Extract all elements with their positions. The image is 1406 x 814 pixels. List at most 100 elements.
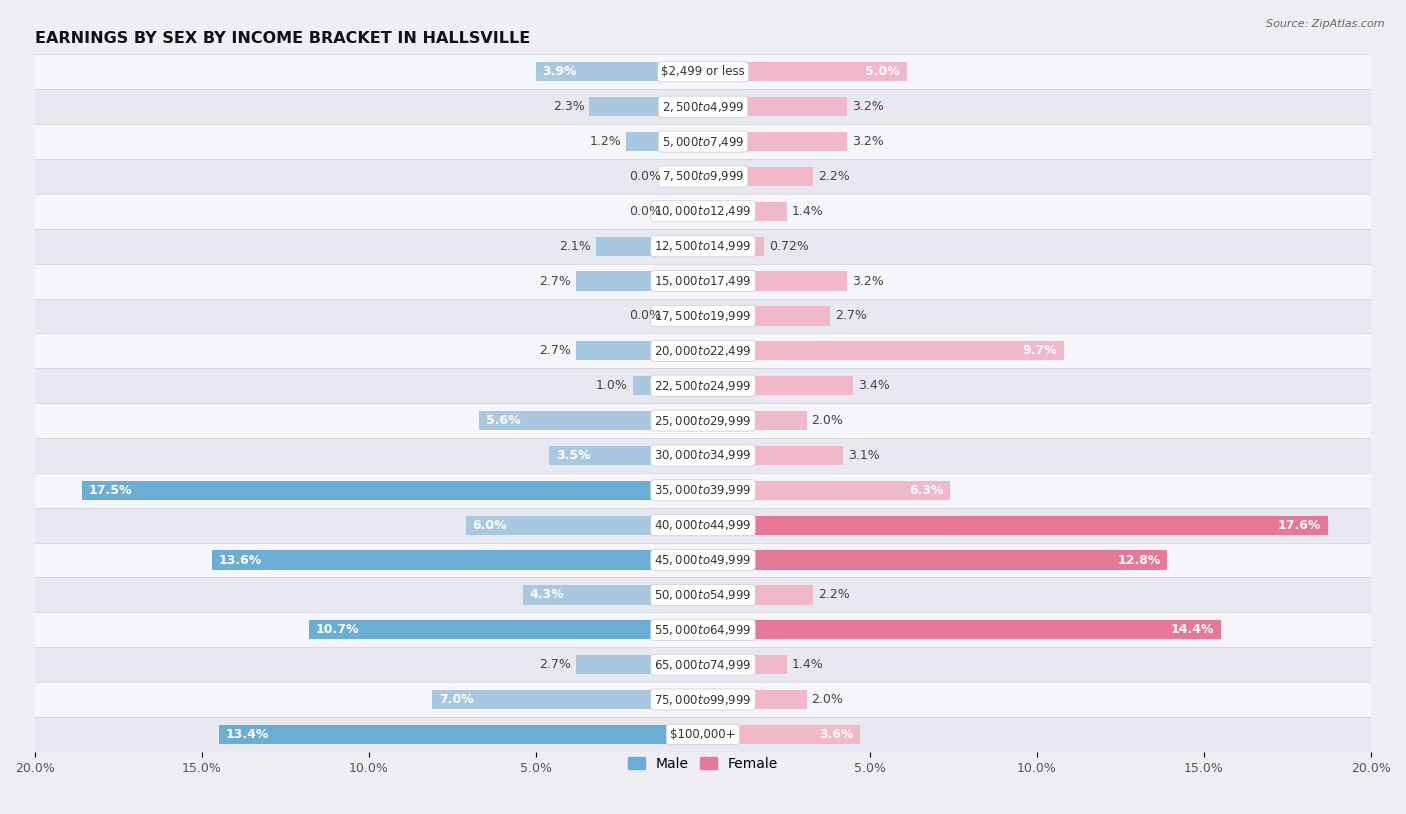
- Text: 0.0%: 0.0%: [630, 309, 661, 322]
- Bar: [479, 411, 666, 430]
- Text: $50,000 to $54,999: $50,000 to $54,999: [654, 588, 752, 602]
- Text: 2.1%: 2.1%: [560, 239, 591, 252]
- Text: $40,000 to $44,999: $40,000 to $44,999: [654, 519, 752, 532]
- Text: 1.0%: 1.0%: [596, 379, 628, 392]
- Bar: [589, 97, 666, 116]
- Bar: [740, 272, 846, 291]
- Bar: [576, 655, 666, 674]
- Text: $5,000 to $7,499: $5,000 to $7,499: [662, 134, 744, 149]
- Bar: [35, 647, 1371, 682]
- Bar: [576, 341, 666, 361]
- Bar: [740, 655, 786, 674]
- Bar: [596, 237, 666, 256]
- Bar: [740, 376, 853, 396]
- Text: $20,000 to $22,499: $20,000 to $22,499: [654, 344, 752, 358]
- Bar: [35, 543, 1371, 577]
- Text: Source: ZipAtlas.com: Source: ZipAtlas.com: [1267, 19, 1385, 28]
- Bar: [35, 577, 1371, 612]
- Text: 14.4%: 14.4%: [1171, 624, 1213, 637]
- Text: $17,500 to $19,999: $17,500 to $19,999: [654, 309, 752, 323]
- Text: 3.1%: 3.1%: [848, 449, 880, 462]
- Bar: [740, 620, 1220, 639]
- Bar: [35, 508, 1371, 543]
- Bar: [35, 299, 1371, 334]
- Text: $65,000 to $74,999: $65,000 to $74,999: [654, 658, 752, 672]
- Bar: [35, 90, 1371, 125]
- Text: 0.0%: 0.0%: [630, 170, 661, 183]
- Text: EARNINGS BY SEX BY INCOME BRACKET IN HALLSVILLE: EARNINGS BY SEX BY INCOME BRACKET IN HAL…: [35, 31, 530, 46]
- Text: $30,000 to $34,999: $30,000 to $34,999: [654, 449, 752, 462]
- Text: $55,000 to $64,999: $55,000 to $64,999: [654, 623, 752, 637]
- Text: 1.2%: 1.2%: [589, 135, 621, 148]
- Bar: [740, 97, 846, 116]
- Bar: [35, 717, 1371, 752]
- Bar: [740, 724, 860, 744]
- Text: 3.4%: 3.4%: [858, 379, 890, 392]
- Text: $45,000 to $49,999: $45,000 to $49,999: [654, 553, 752, 567]
- Bar: [35, 612, 1371, 647]
- Bar: [740, 515, 1327, 535]
- Bar: [219, 724, 666, 744]
- Bar: [740, 550, 1167, 570]
- Text: 7.0%: 7.0%: [439, 693, 474, 706]
- Text: $22,500 to $24,999: $22,500 to $24,999: [654, 379, 752, 392]
- Text: $75,000 to $99,999: $75,000 to $99,999: [654, 693, 752, 707]
- Text: 1.4%: 1.4%: [792, 659, 824, 672]
- Bar: [550, 446, 666, 465]
- Text: 3.2%: 3.2%: [852, 274, 883, 287]
- Bar: [523, 585, 666, 605]
- Text: $10,000 to $12,499: $10,000 to $12,499: [654, 204, 752, 218]
- Text: 6.3%: 6.3%: [910, 484, 943, 497]
- Bar: [35, 229, 1371, 264]
- Text: 2.0%: 2.0%: [811, 414, 844, 427]
- Bar: [740, 341, 1064, 361]
- Text: 2.2%: 2.2%: [818, 170, 851, 183]
- Bar: [433, 690, 666, 709]
- Bar: [35, 473, 1371, 508]
- Bar: [740, 306, 830, 326]
- Text: 2.7%: 2.7%: [538, 344, 571, 357]
- Text: 2.7%: 2.7%: [538, 659, 571, 672]
- Text: 6.0%: 6.0%: [472, 519, 508, 532]
- Bar: [35, 194, 1371, 229]
- Bar: [740, 202, 786, 221]
- Bar: [35, 55, 1371, 90]
- Legend: Male, Female: Male, Female: [623, 751, 783, 777]
- Bar: [35, 264, 1371, 299]
- Bar: [576, 272, 666, 291]
- Bar: [35, 682, 1371, 717]
- Bar: [740, 446, 844, 465]
- Text: $2,499 or less: $2,499 or less: [661, 65, 745, 78]
- Bar: [740, 585, 813, 605]
- Text: $15,000 to $17,499: $15,000 to $17,499: [654, 274, 752, 288]
- Bar: [309, 620, 666, 639]
- Bar: [740, 411, 807, 430]
- Bar: [740, 690, 807, 709]
- Bar: [35, 368, 1371, 403]
- Text: 17.5%: 17.5%: [89, 484, 132, 497]
- Bar: [35, 403, 1371, 438]
- Text: 2.2%: 2.2%: [818, 589, 851, 602]
- Bar: [35, 159, 1371, 194]
- Text: 12.8%: 12.8%: [1118, 554, 1160, 567]
- Text: $25,000 to $29,999: $25,000 to $29,999: [654, 414, 752, 427]
- Text: 3.5%: 3.5%: [555, 449, 591, 462]
- Bar: [82, 481, 666, 500]
- Text: 5.6%: 5.6%: [486, 414, 520, 427]
- Bar: [35, 438, 1371, 473]
- Text: $12,500 to $14,999: $12,500 to $14,999: [654, 239, 752, 253]
- Text: $100,000+: $100,000+: [671, 728, 735, 741]
- Bar: [740, 237, 763, 256]
- Bar: [35, 125, 1371, 159]
- Text: 3.2%: 3.2%: [852, 135, 883, 148]
- Text: 13.6%: 13.6%: [219, 554, 262, 567]
- Text: 10.7%: 10.7%: [315, 624, 359, 637]
- Bar: [536, 62, 666, 81]
- Text: 4.3%: 4.3%: [529, 589, 564, 602]
- Text: $35,000 to $39,999: $35,000 to $39,999: [654, 484, 752, 497]
- Text: 3.2%: 3.2%: [852, 100, 883, 113]
- Bar: [740, 167, 813, 186]
- Text: 2.7%: 2.7%: [538, 274, 571, 287]
- Text: 2.0%: 2.0%: [811, 693, 844, 706]
- Bar: [212, 550, 666, 570]
